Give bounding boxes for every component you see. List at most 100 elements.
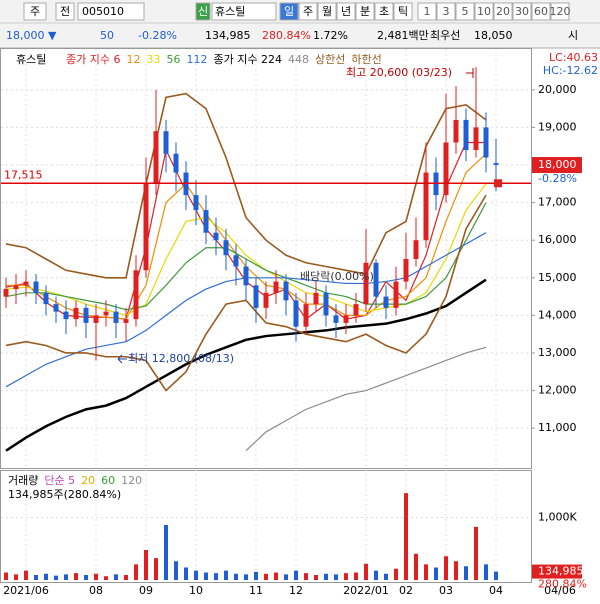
y-tick-label: 19,000: [538, 120, 577, 133]
period-button[interactable]: [317, 2, 337, 21]
volume-bar: [294, 570, 298, 580]
interval-button[interactable]: [531, 2, 551, 21]
volume-bar: [224, 570, 228, 580]
quote-turnover-pct: 1.72%: [313, 29, 348, 42]
volume-bar: [114, 574, 118, 580]
quote-volume-ratio: 280.84%: [262, 29, 311, 42]
x-tick-label: 08: [89, 584, 103, 597]
volume-legend-entry: 60: [101, 474, 115, 487]
legend-entry: 33: [146, 53, 160, 66]
volume-bar: [204, 572, 208, 580]
quote-best-label: 최우선: [430, 29, 460, 42]
interval-button[interactable]: [512, 2, 532, 21]
volume-bar: [234, 573, 238, 580]
candle-body: [383, 296, 389, 308]
candle-body: [263, 292, 269, 308]
candle-body: [413, 240, 419, 260]
interval-button[interactable]: [436, 2, 456, 21]
last-volume: 134,985: [538, 565, 584, 578]
mode-button[interactable]: [55, 2, 75, 21]
interval-button-text: 30: [515, 5, 529, 18]
candle-body: [233, 255, 239, 267]
quote-change-pct: -0.28%: [138, 29, 177, 42]
period-button[interactable]: [355, 2, 375, 21]
y-tick-label: 1,000K: [538, 511, 577, 524]
interval-button[interactable]: [550, 2, 570, 21]
candle-body: [33, 281, 39, 293]
interval-button-text: 1: [424, 5, 431, 18]
arrow: [117, 354, 127, 364]
candle-body: [323, 292, 329, 316]
period-button[interactable]: [393, 2, 413, 21]
volume-bar: [414, 553, 418, 580]
market-select[interactable]: [23, 2, 47, 21]
ma-line: [5, 92, 487, 279]
arrow: [466, 68, 474, 78]
legend-entry: 종가 지수 6: [66, 53, 120, 66]
candle-body: [193, 195, 199, 211]
badge[interactable]: [195, 2, 211, 21]
period-button[interactable]: [298, 2, 318, 21]
x-tick-label: 10: [189, 584, 203, 597]
code-input[interactable]: [77, 2, 145, 21]
quote-amount: 2,481백만: [377, 29, 429, 42]
candle-body: [3, 289, 9, 297]
period-button[interactable]: [279, 2, 299, 21]
candle-body: [353, 304, 359, 316]
volume-summary: 134,985주(280.84%): [8, 488, 121, 501]
period-button[interactable]: [336, 2, 356, 21]
interval-button[interactable]: [493, 2, 513, 21]
ma-line: [245, 346, 487, 452]
name-input[interactable]: [211, 2, 277, 21]
y-tick-label: 20,000: [538, 83, 577, 96]
price-panel: [0, 48, 532, 469]
volume-bar: [154, 558, 158, 580]
y-tick-label: 12,000: [538, 384, 577, 397]
y-tick-label: 11,000: [538, 421, 577, 434]
candle-body: [103, 311, 109, 316]
interval-button-text: 20: [496, 5, 510, 18]
volume-bar: [354, 572, 358, 580]
candle-body: [473, 127, 479, 150]
candle-body: [213, 232, 219, 241]
x-corner-label: 04/06: [544, 584, 576, 597]
period-button[interactable]: [374, 2, 394, 21]
volume-bar: [364, 563, 368, 580]
last-volume-ratio: 280.84%: [538, 578, 587, 591]
volume-legend-entry: 20: [81, 474, 95, 487]
interval-button-text: 5: [462, 5, 469, 18]
period-button-text: 분: [360, 5, 370, 18]
market-select-text: 주: [30, 5, 40, 18]
name-text: 휴스틸: [215, 5, 245, 18]
volume-bar: [184, 567, 188, 580]
volume-legend-entry: 120: [121, 474, 142, 487]
interval-button[interactable]: [455, 2, 475, 21]
volume-bar: [384, 573, 388, 580]
candle-body: [313, 292, 319, 305]
volume-bar: [314, 575, 318, 580]
volume-bar: [424, 564, 428, 580]
volume-bar: [324, 573, 328, 580]
candle-body: [223, 240, 229, 256]
y-tick-label: 13,000: [538, 346, 577, 359]
x-tick-label: 2022/01: [343, 584, 389, 597]
x-tick-label: 12: [289, 584, 303, 597]
candle-body: [123, 319, 129, 323]
candle-body: [143, 183, 149, 271]
volume-bar: [144, 550, 148, 580]
volume-bar: [374, 570, 378, 580]
volume-bar: [104, 576, 108, 580]
volume-bar: [84, 575, 88, 580]
interval-button-text: 60: [534, 5, 548, 18]
volume-bar: [94, 573, 98, 580]
mode-button-text: 전: [60, 5, 70, 18]
candle-body: [453, 119, 459, 143]
volume-bar: [194, 570, 198, 580]
interval-button-text: 10: [477, 5, 491, 18]
interval-button[interactable]: [474, 2, 494, 21]
legend-entry: 12: [126, 53, 140, 66]
dividend-annotation: 배당락(0.00%): [300, 270, 374, 283]
interval-button[interactable]: [417, 2, 437, 21]
x-tick-label: 2021/06: [3, 584, 49, 597]
